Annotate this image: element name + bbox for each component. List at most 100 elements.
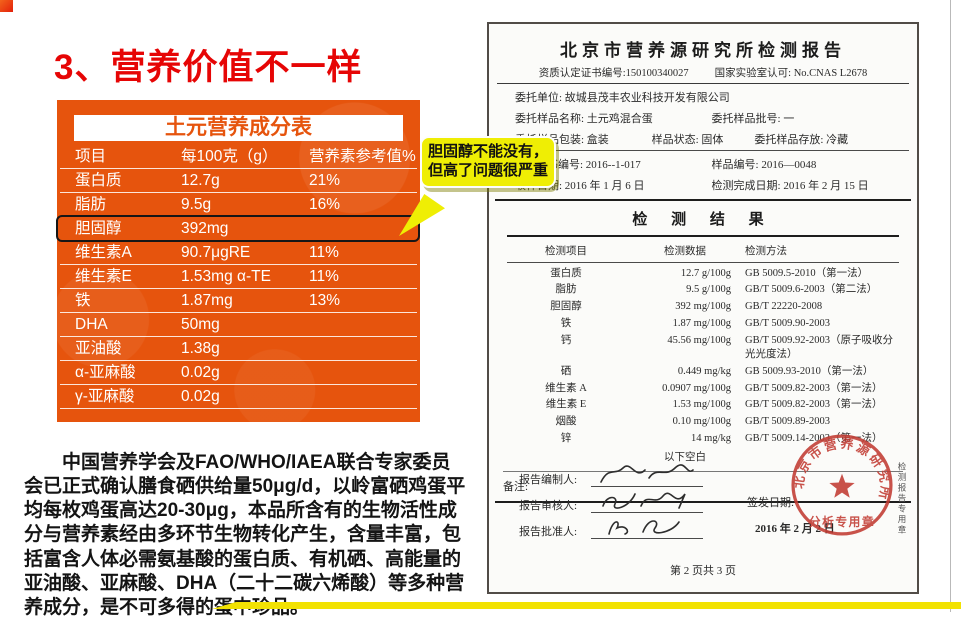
nutrition-row: 维生素E 1.53mg α-TE 11%: [60, 265, 417, 289]
nutrition-table-rows: 蛋白质 12.7g 21% 脂肪 9.5g 16% 胆固醇 392mg 维生素A 90.7μgRE…: [56, 169, 420, 409]
page-title: 3、营养价值不一样: [54, 48, 363, 88]
stamp-star-icon: [829, 473, 855, 498]
result-row-method: GB/T 22220-2008: [745, 301, 823, 313]
result-row-data: 45.56 mg/100g: [667, 334, 731, 346]
result-row-item: 胆固醇: [550, 301, 582, 313]
signature-scribble: [608, 520, 680, 535]
nutrition-row-name: 维生素A: [75, 244, 132, 261]
result-row: 硒 0.449 mg/kg GB 5009.93-2010（第一法）: [507, 363, 899, 380]
page-number: 第 2 页共 3 页: [670, 565, 736, 577]
nutrition-row: 脂肪 9.5g 16%: [60, 193, 417, 217]
prepared-by-label: 报告编制人:: [519, 474, 578, 486]
sample-state: 样品状态: 固体: [651, 134, 724, 146]
signature-scribble: [602, 492, 686, 509]
nutrition-row-name: 亚油酸: [75, 340, 122, 357]
results-section-title: 检 测 结 果: [632, 212, 774, 228]
result-row-method: GB/T 5009.92-2003（原子吸收分光光度法）: [745, 334, 893, 360]
nutrition-row-value: 50mg: [181, 316, 220, 333]
approved-by-label: 报告批准人:: [519, 526, 578, 538]
sample-batch: 委托样品批号: 一: [711, 113, 795, 125]
divider: [503, 471, 903, 473]
nutrition-row-name: 胆固醇: [75, 220, 122, 237]
result-row-item: 蛋白质: [550, 267, 582, 279]
divider: [507, 235, 899, 237]
nutrition-row: 亚油酸 1.38g: [60, 337, 417, 361]
nutrition-row-ref: [309, 313, 417, 337]
nutrition-row-ref: 16%: [309, 196, 341, 213]
reviewed-signature: [591, 490, 703, 513]
nutrition-row-ref: [309, 361, 417, 385]
bottom-accent-bar: [212, 602, 961, 609]
slide-right-edge: [950, 0, 951, 612]
result-row-item: 钙: [560, 334, 572, 346]
nutrition-row-ref: 21%: [309, 172, 341, 189]
issue-date-label: 签发日期:: [747, 497, 795, 509]
report-cert-line: 资质认定证书编号:150100340027 国家实验室认可: No.CNAS L…: [489, 65, 917, 80]
result-row-method: GB 5009.93-2010（第一法）: [745, 365, 874, 377]
result-row-method: GB/T 5009.14-2003（第一法）: [745, 433, 883, 445]
results-table-header: 检测项目 检测数据 检测方法: [507, 243, 899, 258]
result-row: 脂肪 9.5 g/100g GB/T 5009.6-2003（第二法）: [507, 282, 899, 299]
nutrition-row-value: 392mg: [181, 220, 229, 237]
result-row-data: 12.7 g/100g: [680, 267, 731, 279]
res-col-data: 检测数据: [664, 246, 706, 257]
nutrition-row-name: 蛋白质: [75, 172, 122, 189]
result-row: 胆固醇 392 mg/100g GB/T 22220-2008: [507, 299, 899, 316]
result-row-data: 1.53 mg/100g: [672, 399, 731, 411]
nutrition-row-name: 铁: [75, 292, 91, 309]
result-row-item: 维生素 E: [545, 399, 587, 411]
nutrition-row-value: 0.02g: [181, 364, 220, 381]
result-row-item: 锌: [560, 433, 572, 445]
result-row-method: GB/T 5009.90-2003: [745, 318, 830, 330]
report-title: 北京市营养源研究所检测报告: [560, 41, 846, 60]
nutrition-row-value: 1.53mg α-TE: [181, 268, 271, 285]
result-row-data: 0.449 mg/kg: [677, 365, 731, 377]
cnas-number: 国家实验室认可: No.CNAS L2678: [714, 68, 868, 79]
client-unit: 委托单位: 故城县茂丰农业科技开发有限公司: [515, 92, 730, 104]
sample-no: 样品编号: 2016—0048: [711, 159, 817, 171]
nutrition-row-value: 1.38g: [181, 340, 220, 357]
result-row-item: 烟酸: [555, 416, 577, 428]
nutrition-row-value: 0.02g: [181, 388, 220, 405]
nutrition-row-ref: [309, 337, 417, 361]
nutrition-row: 胆固醇 392mg: [56, 215, 420, 242]
result-row-method: GB/T 5009.89-2003: [745, 416, 830, 428]
nutrition-row-name: α-亚麻酸: [75, 364, 136, 381]
nutrition-row-ref: [309, 385, 417, 409]
nutrition-row-name: γ-亚麻酸: [75, 388, 135, 405]
results-table-rows: 蛋白质 12.7 g/100g GB 5009.5-2010（第一法） 脂肪 9.5 g…: [489, 265, 917, 447]
nutrition-row-ref: 11%: [309, 244, 339, 261]
divider: [495, 199, 911, 201]
reviewed-by-label: 报告审核人:: [519, 500, 578, 512]
divider: [497, 83, 909, 84]
nutrition-row-ref: 11%: [309, 268, 339, 285]
nutrition-row-ref: 13%: [309, 292, 341, 309]
stamp-bottom-text: 分析专用章: [809, 515, 875, 529]
result-row: 维生素 E 1.53 mg/100g GB/T 5009.82-2003（第一法）: [507, 397, 899, 414]
result-row: 锌 14 mg/kg GB/T 5009.14-2003（第一法）: [507, 431, 899, 448]
sample-storage: 委托样品存放: 冷藏: [754, 134, 849, 146]
result-row: 维生素 A 0.0907 mg/100g GB/T 5009.82-2003（第一法…: [507, 380, 899, 397]
result-row-data: 1.87 mg/100g: [672, 318, 731, 330]
nutrition-row: 铁 1.87mg 13%: [60, 289, 417, 313]
res-col-method: 检测方法: [745, 246, 787, 257]
result-row-item: 脂肪: [555, 284, 577, 296]
complete-date: 检测完成日期: 2016 年 2 月 15 日: [711, 180, 869, 192]
divider: [507, 262, 899, 263]
result-row-data: 392 mg/100g: [675, 301, 731, 313]
official-stamp: 北京市营养源研究所 分析专用章: [791, 434, 893, 536]
inspection-report: 北京市营养源研究所检测报告 资质认定证书编号:150100340027 国家实验…: [487, 22, 919, 594]
sample-name: 委托样品名称: 土元鸡混合蛋: [515, 113, 653, 125]
result-row-data: 9.5 g/100g: [686, 284, 731, 296]
nutrition-row: DHA 50mg: [60, 313, 417, 337]
nutrition-row-name: 脂肪: [75, 196, 107, 213]
nutrition-row-value: 9.5g: [181, 196, 212, 213]
result-row-data: 14 mg/kg: [691, 433, 731, 445]
nutrition-row: α-亚麻酸 0.02g: [60, 361, 417, 385]
nutrition-table-header: 项目 每100克（g） 营养素参考值%: [60, 145, 417, 169]
result-row: 铁 1.87 mg/100g GB/T 5009.90-2003: [507, 316, 899, 333]
signature-scribble: [600, 464, 694, 483]
divider: [495, 501, 911, 504]
nutrition-row-value: 1.87mg: [181, 292, 233, 309]
cholesterol-callout: 胆固醇不能没有，但高了问题很严重: [420, 136, 556, 188]
